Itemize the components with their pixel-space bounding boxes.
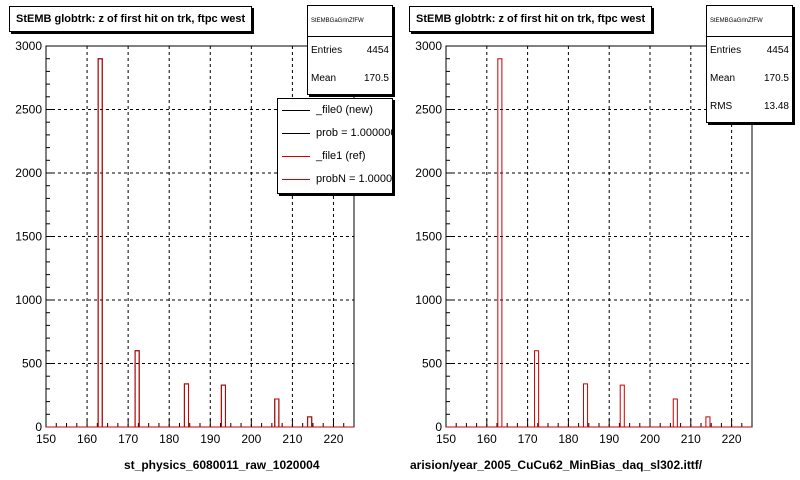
histogram-bar — [619, 384, 625, 427]
histogram-bar — [497, 58, 503, 427]
histogram-bar — [134, 350, 140, 427]
right-stats-mean-row: Mean 170.5 — [707, 65, 792, 93]
histogram-bar — [582, 383, 589, 427]
y-tick-label: 1500 — [15, 230, 42, 244]
y-tick-label: 0 — [35, 420, 42, 434]
x-tick-label: 170 — [118, 432, 138, 446]
left-stats-mean-value: 170.5 — [363, 73, 389, 84]
right-stats-entries-value: 4454 — [766, 45, 789, 56]
x-tick-label: 190 — [200, 432, 220, 446]
left-stats-mean-row: Mean 170.5 — [308, 65, 392, 93]
right-stats-entries-label: Entries — [710, 45, 742, 56]
right-stats-header: StEMBGaGrlnZfFW — [707, 6, 792, 37]
histogram-bar — [97, 58, 103, 427]
right-stats-mean-label: Mean — [710, 73, 736, 84]
right-stats-rms-label: RMS — [710, 101, 733, 112]
left-pad: 150 160 170 180 190 200 210 220 0 500 1000 1500 2000… — [9, 5, 393, 472]
histogram-bar — [220, 384, 226, 427]
legend-swatch-prob — [282, 133, 310, 134]
right-stats-mean-value: 170.5 — [763, 73, 789, 84]
x-tick-label: 180 — [159, 432, 179, 446]
y-tick-label: 500 — [422, 357, 442, 371]
histogram-bar — [183, 383, 190, 427]
x-tick-label: 220 — [722, 432, 742, 446]
legend-label-file0: _file0 (new) — [316, 104, 373, 116]
histogram-bar — [672, 398, 678, 427]
y-tick-label: 2500 — [415, 103, 442, 117]
legend-swatch-file1 — [282, 156, 310, 157]
x-tick-label: 210 — [282, 432, 302, 446]
x-tick-label: 220 — [323, 432, 343, 446]
left-legend: _file0 (new) prob = 1.000000 _file1 (ref… — [277, 98, 393, 194]
histogram-bar — [183, 383, 190, 427]
x-tick-label: 200 — [640, 432, 660, 446]
y-tick-label: 0 — [435, 420, 442, 434]
right-stats-entries-row: Entries 4454 — [707, 37, 792, 65]
x-tick-label: 150 — [436, 432, 456, 446]
y-tick-label: 2000 — [415, 166, 442, 180]
y-tick-label: 2000 — [15, 166, 42, 180]
right-plot: 150 160 170 180 190 200 210 220 0 500 1000 1500 2000… — [415, 39, 753, 446]
left-stats-entries-label: Entries — [311, 45, 343, 56]
right-stats-rms-value: 13.48 — [763, 101, 789, 112]
histogram-bar — [274, 398, 280, 427]
left-stats-mean-label: Mean — [311, 73, 337, 84]
legend-label-prob: prob = 1.000000 — [316, 127, 393, 139]
right-title: StEMB globtrk: z of first hit on trk, ft… — [409, 6, 653, 32]
left-stats-header: StEMBGaGrlnZfFW — [308, 6, 392, 37]
x-tick-label: 160 — [477, 432, 497, 446]
left-title: StEMB globtrk: z of first hit on trk, ft… — [9, 6, 253, 32]
x-tick-label: 160 — [77, 432, 97, 446]
y-tick-label: 2500 — [15, 103, 42, 117]
x-tick-label: 150 — [36, 432, 56, 446]
x-tick-label: 180 — [558, 432, 578, 446]
legend-label-file1: _file1 (ref) — [316, 150, 366, 162]
right-stats-box: StEMBGaGrlnZfFW Entries 4454 Mean 170.5 … — [706, 5, 793, 123]
x-tick-label: 170 — [518, 432, 538, 446]
left-stats-box: StEMBGaGrlnZfFW Entries 4454 Mean 170.5 — [307, 5, 393, 95]
histogram-bar — [534, 350, 540, 427]
left-plot: 150 160 170 180 190 200 210 220 0 500 1000 1500 2000… — [15, 39, 355, 446]
histogram-bar — [307, 416, 313, 427]
right-x-axis-label: arision/year_2005_CuCu62_MinBias_daq_sl3… — [410, 458, 703, 472]
histogram-bar — [220, 384, 226, 427]
x-tick-label: 200 — [241, 432, 261, 446]
legend-entry-prob: prob = 1.000000 — [278, 122, 392, 145]
right-pad: 150 160 170 180 190 200 210 220 0 500 1000 1500 2000… — [400, 0, 800, 480]
x-tick-label: 210 — [681, 432, 701, 446]
histogram-bar — [705, 416, 711, 427]
histogram-bar — [134, 350, 140, 427]
left-x-axis-label: st_physics_6080011_raw_1020004 — [124, 458, 320, 472]
legend-entry-file1: _file1 (ref) — [278, 145, 392, 168]
y-tick-label: 3000 — [415, 39, 442, 53]
legend-entry-file0: _file0 (new) — [278, 99, 392, 122]
legend-label-probn: probN = 1.000000 — [316, 173, 393, 185]
y-tick-label: 1000 — [15, 293, 42, 307]
y-tick-label: 1500 — [415, 230, 442, 244]
histogram-bar — [307, 416, 313, 427]
y-tick-label: 3000 — [15, 39, 42, 53]
legend-swatch-probn — [282, 179, 310, 180]
y-tick-label: 500 — [22, 357, 42, 371]
x-tick-label: 190 — [599, 432, 619, 446]
left-stats-entries-value: 4454 — [366, 45, 389, 56]
right-stats-rms-row: RMS 13.48 — [707, 93, 792, 121]
histogram-bar — [97, 58, 103, 427]
legend-swatch-file0 — [282, 110, 310, 111]
left-stats-entries-row: Entries 4454 — [308, 37, 392, 65]
legend-entry-probn: probN = 1.000000 — [278, 168, 392, 191]
y-tick-label: 1000 — [415, 293, 442, 307]
histogram-bar — [274, 398, 280, 427]
